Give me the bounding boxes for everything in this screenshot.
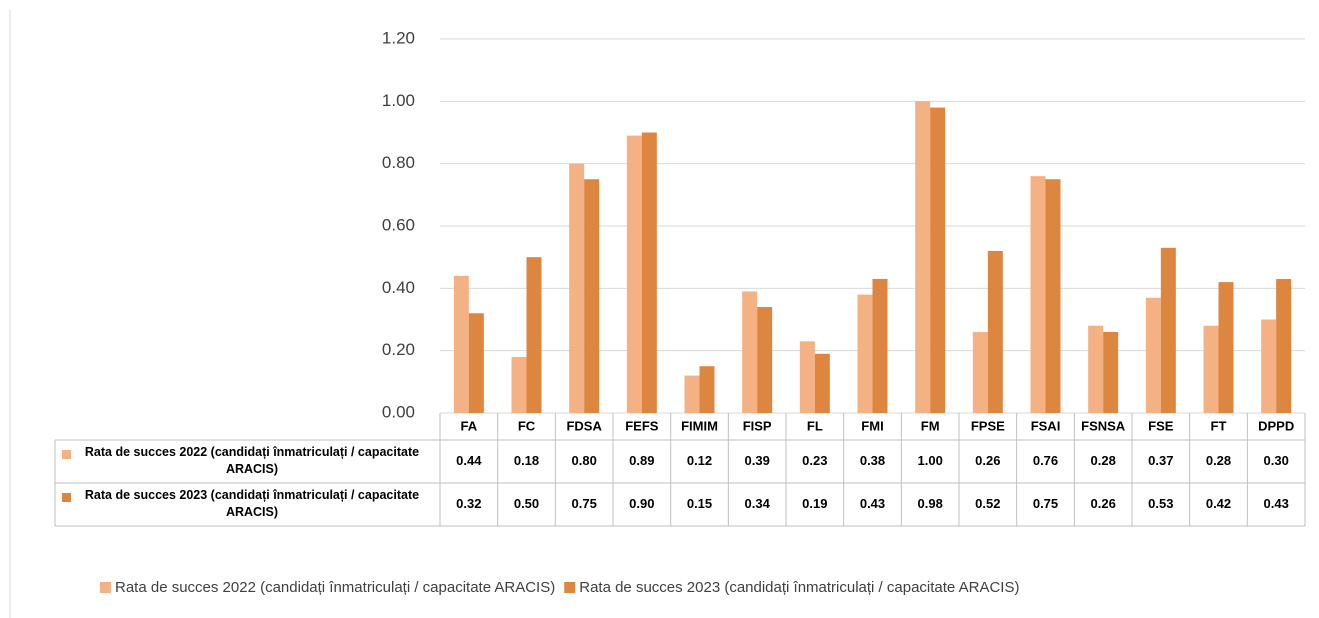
x-tick-label: FSNSA bbox=[1081, 418, 1126, 433]
table-value: 0.37 bbox=[1148, 453, 1173, 468]
table-value: 0.43 bbox=[1264, 496, 1289, 511]
x-tick-label: FMI bbox=[861, 418, 883, 433]
table-value: 0.19 bbox=[802, 496, 827, 511]
bar bbox=[453, 275, 469, 413]
bar bbox=[699, 366, 715, 413]
bar bbox=[511, 356, 527, 413]
table-value: 1.00 bbox=[918, 453, 943, 468]
y-tick-label: 0.60 bbox=[382, 215, 415, 234]
table-value: 0.34 bbox=[745, 496, 771, 511]
bar bbox=[742, 291, 758, 413]
x-tick-label: FISP bbox=[743, 418, 772, 433]
legend-label: Rata de succes 2022 (candidați înmatricu… bbox=[115, 579, 555, 596]
bar bbox=[641, 132, 657, 413]
table-value: 0.50 bbox=[514, 496, 539, 511]
y-tick-label: 0.00 bbox=[382, 402, 415, 421]
table-value: 0.23 bbox=[802, 453, 827, 468]
bar bbox=[1145, 297, 1161, 413]
table-value: 0.44 bbox=[456, 453, 482, 468]
bar bbox=[569, 163, 585, 413]
bar bbox=[468, 313, 484, 413]
series-label: Rata de succes 2022 (candidați înmatricu… bbox=[84, 445, 420, 476]
x-tick-label: DPPD bbox=[1258, 418, 1294, 433]
bar bbox=[857, 294, 873, 413]
bar bbox=[987, 250, 1003, 413]
y-tick-label: 1.20 bbox=[382, 28, 415, 47]
series-label: Rata de succes 2023 (candidați înmatricu… bbox=[84, 488, 420, 519]
bar bbox=[1261, 319, 1277, 413]
bar bbox=[1276, 278, 1292, 413]
bar bbox=[915, 101, 931, 413]
table-value: 0.75 bbox=[1033, 496, 1058, 511]
table-value: 0.52 bbox=[975, 496, 1000, 511]
table-value: 0.75 bbox=[572, 496, 597, 511]
table-value: 0.26 bbox=[975, 453, 1000, 468]
x-tick-label: FA bbox=[461, 418, 478, 433]
y-tick-label: 0.20 bbox=[382, 340, 415, 359]
table-value: 0.80 bbox=[572, 453, 597, 468]
bar bbox=[1160, 247, 1176, 413]
bar bbox=[1045, 179, 1061, 413]
y-tick-label: 0.80 bbox=[382, 153, 415, 172]
table-value: 0.15 bbox=[687, 496, 712, 511]
x-tick-label: FM bbox=[921, 418, 940, 433]
table-value: 0.76 bbox=[1033, 453, 1058, 468]
legend-label: Rata de succes 2023 (candidați înmatricu… bbox=[579, 579, 1019, 596]
bar bbox=[799, 341, 815, 413]
table-value: 0.18 bbox=[514, 453, 539, 468]
bar bbox=[930, 107, 946, 414]
bar bbox=[1103, 331, 1119, 413]
table-value: 0.28 bbox=[1091, 453, 1116, 468]
legend-swatch bbox=[62, 450, 71, 459]
table-value: 0.26 bbox=[1091, 496, 1116, 511]
x-tick-label: FDSA bbox=[566, 418, 602, 433]
table-value: 0.38 bbox=[860, 453, 885, 468]
x-tick-label: FIMIM bbox=[681, 418, 718, 433]
bar bbox=[972, 331, 988, 413]
table-value: 0.30 bbox=[1264, 453, 1289, 468]
table-value: 0.53 bbox=[1148, 496, 1173, 511]
x-tick-label: FSE bbox=[1148, 418, 1174, 433]
table-value: 0.32 bbox=[456, 496, 481, 511]
y-tick-label: 0.40 bbox=[382, 278, 415, 297]
bar bbox=[626, 135, 642, 413]
bar bbox=[1088, 325, 1104, 413]
x-tick-label: FT bbox=[1211, 418, 1227, 433]
legend-swatch bbox=[564, 582, 576, 593]
table-value: 0.90 bbox=[629, 496, 654, 511]
bar bbox=[526, 257, 542, 413]
legend-swatch bbox=[100, 582, 111, 593]
table-value: 0.89 bbox=[629, 453, 654, 468]
bar bbox=[1218, 282, 1234, 413]
x-tick-label: FSAI bbox=[1031, 418, 1061, 433]
table-value: 0.28 bbox=[1206, 453, 1231, 468]
bar bbox=[814, 353, 830, 413]
bar bbox=[684, 375, 700, 413]
series-name-cell: Rata de succes 2022 (candidați înmatricu… bbox=[84, 445, 420, 476]
y-tick-label: 1.00 bbox=[382, 91, 415, 110]
table-value: 0.39 bbox=[745, 453, 770, 468]
x-tick-label: FEFS bbox=[625, 418, 659, 433]
bar bbox=[1030, 176, 1046, 413]
bar bbox=[1203, 325, 1219, 413]
table-value: 0.43 bbox=[860, 496, 885, 511]
x-tick-label: FPSE bbox=[971, 418, 1005, 433]
bar bbox=[584, 179, 600, 413]
legend-swatch bbox=[62, 493, 71, 502]
x-tick-label: FL bbox=[807, 418, 823, 433]
x-tick-label: FC bbox=[518, 418, 536, 433]
series-name-cell: Rata de succes 2023 (candidați înmatricu… bbox=[84, 488, 420, 519]
table-value: 0.12 bbox=[687, 453, 712, 468]
table-value: 0.98 bbox=[918, 496, 943, 511]
bar bbox=[757, 307, 773, 413]
bar bbox=[872, 278, 888, 413]
table-value: 0.42 bbox=[1206, 496, 1231, 511]
